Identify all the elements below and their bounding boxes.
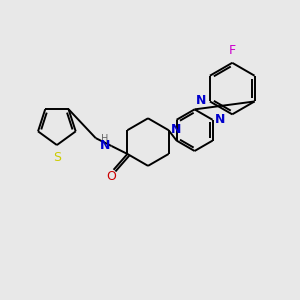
Text: H: H xyxy=(101,134,109,144)
Text: F: F xyxy=(229,44,236,57)
Text: S: S xyxy=(53,151,61,164)
Text: N: N xyxy=(171,123,181,136)
Text: N: N xyxy=(196,94,206,107)
Text: O: O xyxy=(106,170,116,183)
Text: N: N xyxy=(100,139,111,152)
Text: N: N xyxy=(214,113,225,126)
